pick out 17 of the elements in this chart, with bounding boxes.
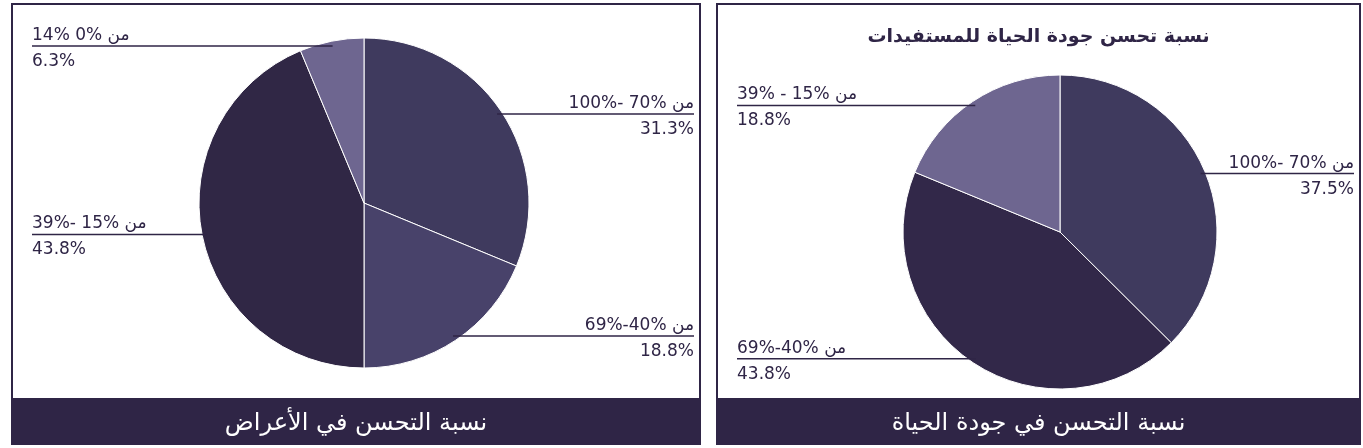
- data-label: 18.8%: [639, 340, 694, 361]
- text: نسبة التحسن في الأعراض: [224, 407, 488, 436]
- data-label: 43.8%: [32, 238, 87, 259]
- data-label: 37.5%: [1299, 177, 1354, 198]
- data-label: 31.3%: [639, 118, 694, 139]
- slice-label: من %15 - %39: [737, 83, 857, 104]
- slice-label: من %0 %14: [32, 24, 130, 45]
- slice-label: من %70 -%100: [568, 92, 694, 113]
- data-label: 6.3%: [32, 50, 76, 71]
- slice-label: من %40-%69: [737, 336, 847, 357]
- slice-label: من %70 -%100: [1228, 151, 1354, 172]
- data-label: 43.8%: [737, 362, 792, 383]
- text: نسبة التحسن في جودة الحياة: [891, 408, 1186, 436]
- chart-title: نسبة تحسن جودة الحياة للمستفيدات: [867, 24, 1210, 47]
- slice-label: من %40-%69: [584, 314, 694, 335]
- slice-label: من %15 -%39: [32, 212, 147, 233]
- data-label: 18.8%: [737, 109, 792, 130]
